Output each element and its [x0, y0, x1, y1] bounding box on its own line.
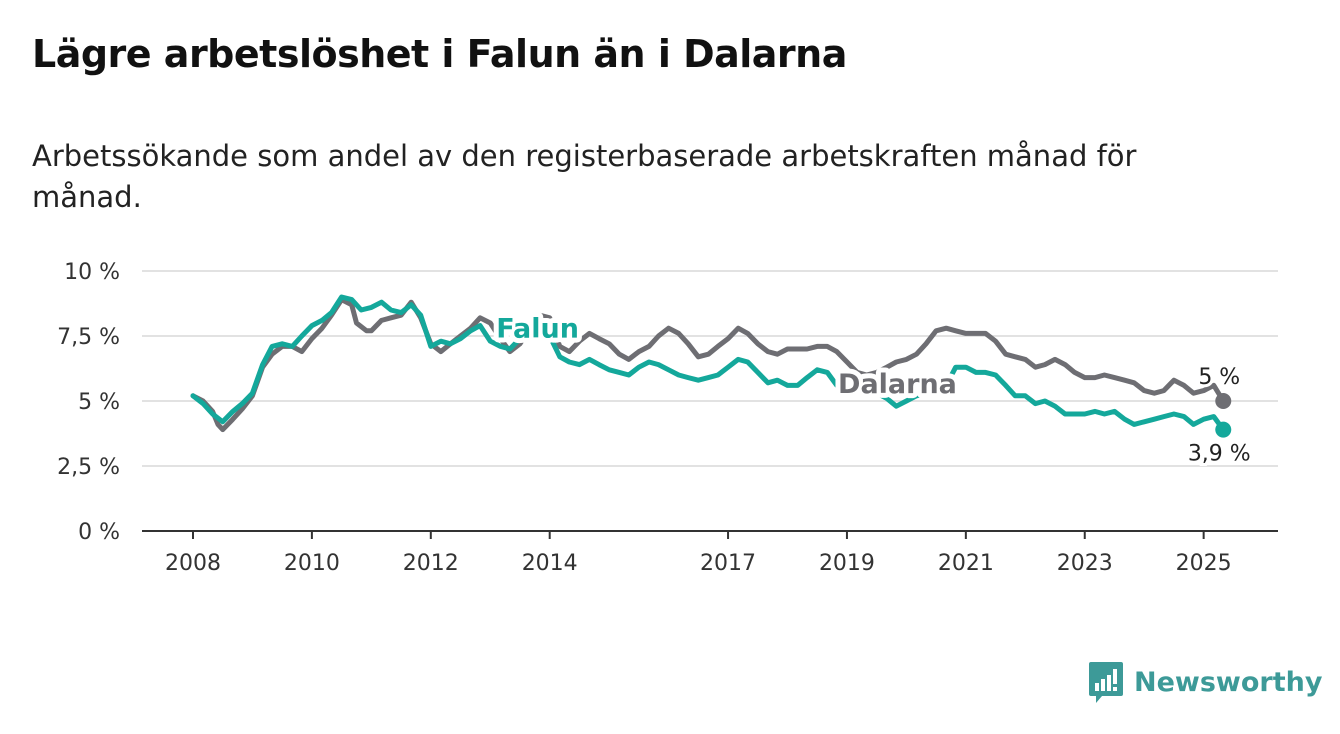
- y-axis-tick-labels: 0 % 2,5 % 5 % 7,5 % 10 %: [57, 260, 120, 545]
- series-label-falun: Falun: [496, 313, 579, 344]
- x-tick-label: 2025: [1176, 551, 1232, 576]
- brand-name: Newsworthy: [1134, 666, 1323, 698]
- newsworthy-chart-icon: [1089, 662, 1123, 703]
- series-line-falun: [190, 294, 1226, 433]
- x-tick-label: 2014: [522, 551, 578, 576]
- series-labels: Dalarna 5 % Falun 3,9 %: [491, 308, 1254, 469]
- x-tick-label: 2021: [938, 551, 994, 576]
- x-tick-label: 2012: [403, 551, 459, 576]
- y-tick-label: 2,5 %: [57, 455, 120, 480]
- end-value-label-falun: 3,9 %: [1188, 442, 1251, 467]
- x-tick-label: 2019: [819, 551, 875, 576]
- x-tick-label: 2017: [700, 551, 756, 576]
- y-tick-label: 0 %: [78, 520, 120, 545]
- end-value-label-dalarna: 5 %: [1198, 365, 1240, 390]
- chart-subtitle: Arbetssökande som andel av den registerb…: [32, 139, 1137, 214]
- x-tick-label: 2010: [284, 551, 340, 576]
- newsworthy-logo: Newsworthy: [1088, 660, 1322, 704]
- end-point-falun: [1215, 421, 1232, 438]
- x-tick-label: 2008: [165, 551, 221, 576]
- x-axis-tick-labels: 2008 2010 2012 2014 2017 2019 2021 2023 2025: [165, 531, 1232, 576]
- y-tick-label: 10 %: [64, 260, 120, 285]
- y-tick-label: 7,5 %: [57, 325, 120, 350]
- chart-title: Lägre arbetslöshet i Falun än i Dalarna: [32, 32, 847, 76]
- series-lines: [190, 294, 1232, 438]
- series-line-dalarna: [190, 297, 1226, 433]
- y-tick-label: 5 %: [78, 390, 120, 415]
- grid-lines: [142, 270, 1278, 532]
- series-label-dalarna: Dalarna: [838, 369, 957, 400]
- x-tick-label: 2023: [1057, 551, 1113, 576]
- end-point-dalarna: [1215, 393, 1232, 409]
